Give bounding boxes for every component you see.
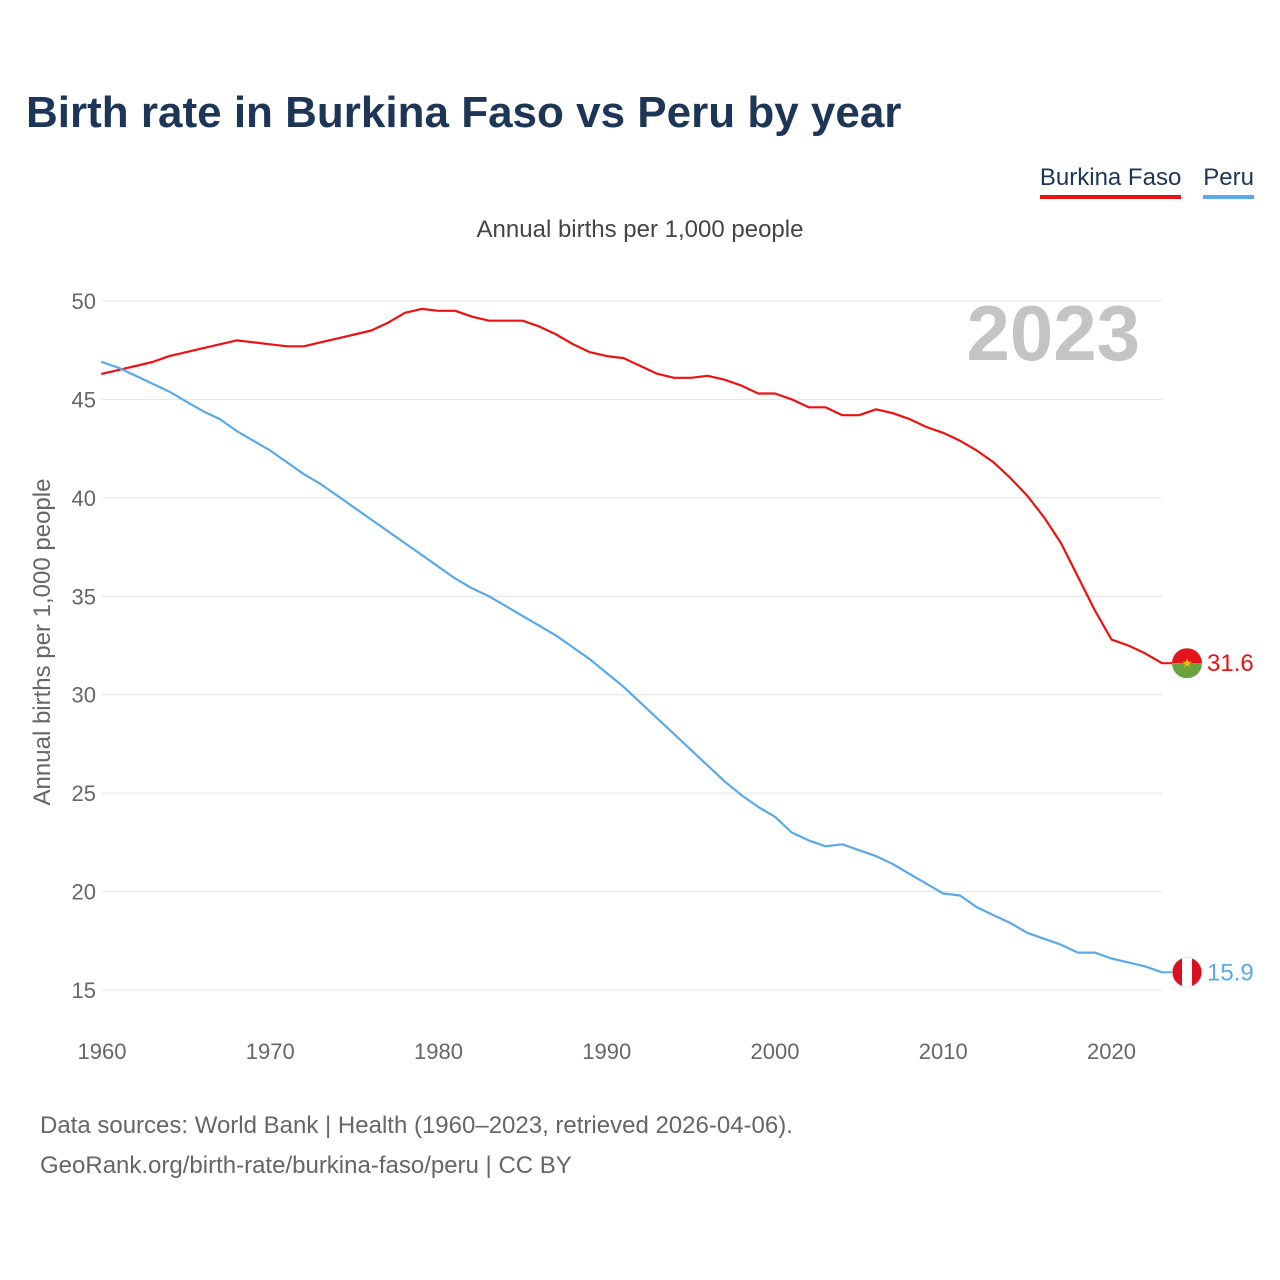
end-value-label-peru: 15.9 [1207, 959, 1254, 986]
y-tick-label: 20 [72, 880, 96, 905]
chart-subtitle: Annual births per 1,000 people [476, 216, 804, 243]
y-tick-label: 15 [72, 978, 96, 1003]
y-tick-label: 35 [72, 584, 96, 609]
y-tick-label: 25 [72, 781, 96, 806]
y-tick-label: 45 [72, 387, 96, 412]
burkina-faso-flag-icon [1172, 648, 1202, 679]
y-tick-label: 30 [72, 683, 96, 708]
y-tick-label: 40 [72, 486, 96, 511]
x-tick-label: 1990 [582, 1039, 631, 1064]
chart-legend: Burkina Faso Peru [1039, 164, 1254, 199]
series-lines [100, 307, 1172, 974]
data-source-url: GeoRank.org/birth-rate/burkina-faso/peru… [40, 1152, 572, 1179]
x-tick-label: 1960 [78, 1039, 127, 1064]
page-title: Birth rate in Burkina Faso vs Peru by ye… [26, 88, 902, 137]
legend-item-peru[interactable]: Peru [1203, 164, 1254, 199]
end-markers: 31.6 15.9 [1171, 648, 1254, 988]
peru-flag-icon [1171, 956, 1203, 988]
legend-item-burkina-faso[interactable]: Burkina Faso [1039, 164, 1182, 199]
series-line-peru [100, 360, 1164, 974]
axes: Annual births per 1,000 people 15 20 25 30 3… [29, 289, 1136, 1064]
series-line-burkina-faso [100, 307, 1164, 665]
y-axis-label: Annual births per 1,000 people [29, 479, 56, 806]
x-tick-label: 2000 [751, 1039, 800, 1064]
x-tick-label: 2010 [919, 1039, 968, 1064]
x-tick-label: 1980 [414, 1039, 463, 1064]
data-source-line: Data sources: World Bank | Health (1960–… [40, 1112, 793, 1139]
y-tick-label: 50 [72, 289, 96, 314]
x-tick-label: 2020 [1087, 1039, 1136, 1064]
x-tick-label: 1970 [246, 1039, 295, 1064]
data-source-note: Data sources: World Bank | Health (1960–… [40, 1106, 793, 1186]
end-value-label-burkina-faso: 31.6 [1207, 650, 1254, 677]
grid-lines [102, 300, 1162, 991]
year-watermark: 2023 [966, 289, 1140, 377]
